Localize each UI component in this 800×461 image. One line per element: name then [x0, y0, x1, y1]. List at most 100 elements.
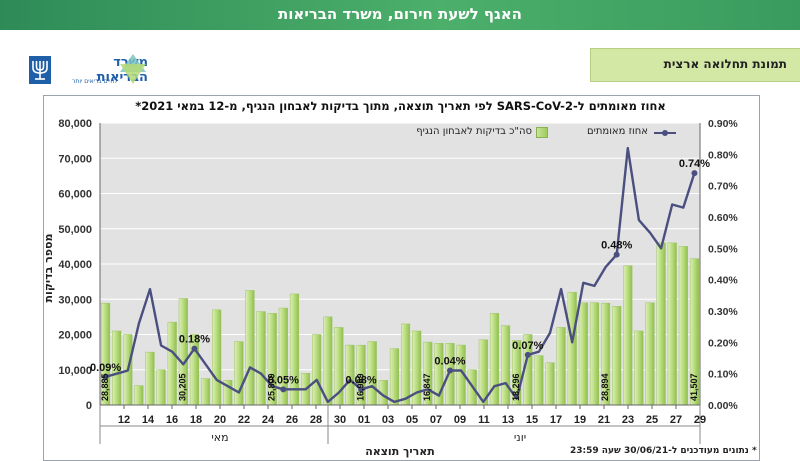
y2-tick-label: 0.90% [708, 118, 738, 130]
legend-tests-label: סה"כ בדיקות לאבחון הנגיף [416, 126, 532, 137]
footnote: * נתונים מעודכנים ל-30/06/21 שעה 23:59 [570, 446, 757, 456]
bar-value-label: 30,205 [178, 373, 188, 401]
x-tick-label: 15 [526, 414, 538, 426]
test-bar [545, 362, 555, 406]
bar-value-label: 28,885 [100, 373, 110, 401]
x-tick-label: 01 [358, 414, 370, 426]
test-bar [200, 378, 211, 406]
test-bar [234, 341, 244, 406]
legend-dot-swatch [662, 130, 668, 136]
y2-tick-label: 0.80% [708, 149, 738, 161]
test-bar [567, 291, 577, 406]
y2-tick-label: 0.70% [708, 181, 738, 193]
test-bar [645, 302, 655, 406]
test-bar [400, 323, 411, 406]
positivity-value-label: 0.07% [512, 340, 543, 352]
positivity-point [524, 351, 531, 358]
positivity-point [102, 373, 109, 380]
test-bar [156, 369, 166, 406]
bar-value-label: 16,847 [422, 373, 432, 401]
positivity-line [105, 146, 696, 404]
positivity-point [358, 386, 365, 393]
y-tick-label: 30,000 [58, 294, 92, 306]
positivity-point [280, 386, 287, 393]
test-bar [312, 334, 322, 406]
x-tick-label: 11 [478, 414, 490, 426]
positivity-value-label: 0.05% [268, 374, 299, 386]
y-tick-label: 10,000 [58, 365, 92, 377]
tab-national-morbidity[interactable]: תמונת תחלואה ארצית [590, 48, 800, 82]
x-tick-label: 30 [334, 414, 346, 426]
test-bar [500, 325, 511, 406]
positivity-value-label: 0.74% [679, 158, 710, 170]
positivity-value-label: 0.09% [90, 362, 121, 374]
test-bar [656, 242, 666, 406]
positivity-point [613, 251, 620, 258]
bar-value-label: 28,894 [600, 373, 610, 401]
y-tick-label: 70,000 [58, 153, 92, 165]
test-bar [578, 302, 588, 406]
y2-tick-label: 0.20% [708, 337, 738, 349]
star-swoosh-icon [120, 54, 146, 84]
x-tick-label: 19 [574, 414, 586, 426]
x-tick-label: 17 [550, 414, 562, 426]
header-bar: האגף לשעת חירום, משרד הבריאות [0, 0, 800, 30]
menorah-icon [29, 56, 51, 84]
test-bar [367, 341, 377, 406]
x-tick-label: 28 [310, 414, 322, 426]
test-bar [612, 306, 622, 406]
x-tick-label: 21 [598, 414, 610, 426]
test-bar [145, 351, 155, 406]
logo-tagline: לחיים בריאים יותר [72, 78, 118, 85]
test-bar [556, 327, 566, 406]
y-tick-label: 40,000 [58, 259, 92, 271]
y2-tick-label: 0.60% [708, 212, 738, 224]
y2-tick-label: 0.10% [708, 369, 738, 381]
positivity-point [691, 170, 698, 177]
x-tick-label: 22 [238, 414, 250, 426]
positivity-point [447, 367, 453, 374]
test-bar [534, 355, 544, 406]
test-bar [667, 242, 677, 406]
test-bar [634, 330, 644, 406]
test-bar [167, 321, 177, 406]
x-tick-label: 07 [430, 414, 442, 426]
legend-item-tests: סה"כ בדיקות לאבחון הנגיף [408, 126, 532, 137]
month-label-june: יוני [514, 431, 526, 444]
test-bar [445, 343, 455, 406]
test-bar [478, 339, 488, 406]
y2-tick-label: 0.50% [708, 243, 738, 255]
x-tick-label: 12 [118, 414, 130, 426]
x-tick-label: 25 [646, 414, 658, 426]
positivity-value-label: 0.18% [179, 334, 210, 346]
month-label-may: מאי [211, 431, 228, 444]
x-tick-label: 09 [454, 414, 466, 426]
test-bar [323, 316, 333, 406]
bar-value-label: 18,296 [511, 373, 521, 401]
test-bar [678, 246, 688, 406]
positivity-point [191, 345, 198, 352]
test-bar [589, 302, 600, 406]
y-axis-title: מספר בדיקות [42, 234, 55, 303]
positivity-value-label: 0.08% [346, 374, 377, 386]
bar-value-label: 16,969 [355, 373, 365, 401]
x-tick-label: 24 [262, 414, 275, 426]
legend-positivity-label: אחוז מאומתים [586, 126, 648, 137]
y-tick-label: 20,000 [58, 330, 92, 342]
positivity-value-label: 0.48% [601, 240, 632, 252]
legend-bar-swatch [536, 127, 548, 138]
tab-label: תמונת תחלואה ארצית [663, 57, 787, 71]
bar-value-label: 41,507 [689, 373, 699, 401]
x-tick-label: 16 [166, 414, 178, 426]
test-bar [245, 290, 255, 406]
y2-tick-label: 0.00% [708, 400, 738, 412]
y-tick-label: 80,000 [58, 118, 92, 130]
y2-tick-label: 0.40% [708, 275, 738, 287]
test-bar [623, 265, 633, 406]
chart-title: אחוז מאומתים ל-SARS-CoV-2 לפי תאריך תוצא… [135, 99, 666, 113]
bar-value-label: 25,809 [267, 373, 277, 401]
x-tick-label: 27 [670, 414, 682, 426]
x-axis-title: תאריך תוצאה [365, 445, 435, 458]
x-tick-label: 14 [142, 414, 155, 426]
